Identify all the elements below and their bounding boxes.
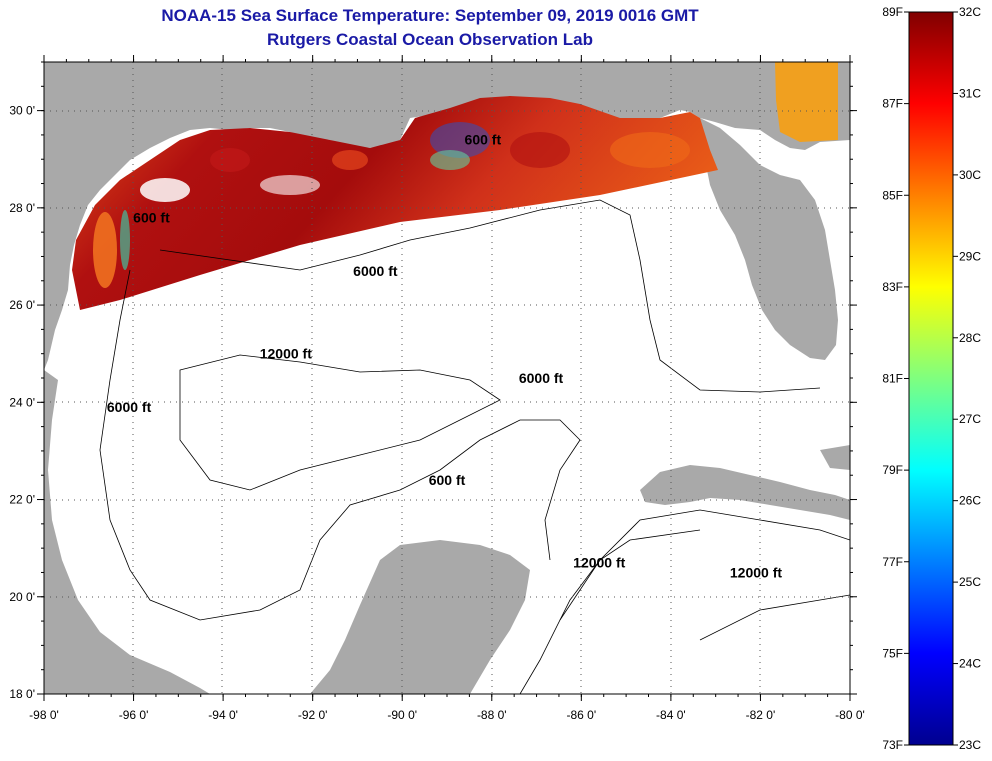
colorbar-c-label: 32C xyxy=(959,5,981,19)
colorbar-f-label: 77F xyxy=(882,555,903,569)
bathymetry-contours xyxy=(99,199,850,694)
lat-tick-label: 28 0' xyxy=(9,201,35,215)
colorbar-c-label: 25C xyxy=(959,575,981,589)
lon-tick-label: -94 0' xyxy=(208,708,238,722)
colorbar-f-label: 73F xyxy=(882,738,903,752)
colorbar-c-label: 28C xyxy=(959,331,981,345)
map-title: NOAA-15 Sea Surface Temperature: Septemb… xyxy=(161,6,699,25)
lon-tick-label: -88 0' xyxy=(477,708,507,722)
contour-labels: 600 ft 6000 ft 600 ft 12000 ft 6000 ft 6000 f… xyxy=(107,132,782,581)
colorbar-f-label: 85F xyxy=(882,188,903,202)
lat-tick-label: 18 0' xyxy=(9,687,35,701)
colorbar-f-label: 89F xyxy=(882,5,903,19)
sst-texture xyxy=(93,122,690,288)
lon-tick-label: -98 0' xyxy=(29,708,59,722)
lat-tick-label: 30 0' xyxy=(9,104,35,118)
lon-tick-label: -96 0' xyxy=(119,708,149,722)
contour-label: 600 ft xyxy=(133,209,170,225)
lon-tick-label: -82 0' xyxy=(746,708,776,722)
map-subtitle: Rutgers Coastal Ocean Observation Lab xyxy=(267,30,593,49)
colorbar-celsius-labels: 32C 31C 30C 29C 28C 27C 26C 25C 24C 23C xyxy=(953,5,981,752)
colorbar-c-label: 29C xyxy=(959,249,981,263)
contour-label: 12000 ft xyxy=(573,555,625,571)
land-yucatan xyxy=(310,540,530,694)
colorbar-f-label: 79F xyxy=(882,463,903,477)
land-us-gulf-coast xyxy=(44,62,850,370)
colorbar-fahrenheit-labels: 89F 87F 85F 83F 81F 79F 77F 75F 73F xyxy=(882,5,909,752)
contour-label: 600 ft xyxy=(465,132,502,148)
colorbar-c-label: 30C xyxy=(959,168,981,182)
colorbar-f-label: 81F xyxy=(882,372,903,386)
lon-tick-label: -84 0' xyxy=(656,708,686,722)
colorbar-f-label: 83F xyxy=(882,280,903,294)
contour-label: 6000 ft xyxy=(353,263,398,279)
colorbar-c-label: 26C xyxy=(959,494,981,508)
land-hispaniola-tip xyxy=(820,445,850,470)
lat-tick-label: 20 0' xyxy=(9,590,35,604)
contour-label: 12000 ft xyxy=(260,346,312,362)
lat-tick-label: 24 0' xyxy=(9,395,35,409)
colorbar-f-label: 75F xyxy=(882,646,903,660)
contour-label: 6000 ft xyxy=(107,399,152,415)
lat-tick-label: 26 0' xyxy=(9,298,35,312)
lon-tick-label: -86 0' xyxy=(567,708,597,722)
graticule xyxy=(44,62,850,694)
colorbar-c-label: 27C xyxy=(959,412,981,426)
land-florida xyxy=(700,118,838,360)
colorbar-c-label: 31C xyxy=(959,86,981,100)
colorbar-f-label: 87F xyxy=(882,97,903,111)
colorbar-c-label: 23C xyxy=(959,738,981,752)
lon-tick-label: -80 0' xyxy=(835,708,865,722)
colorbar-c-label: 24C xyxy=(959,657,981,671)
land-cuba xyxy=(640,465,850,520)
longitude-ticks: -98 0' -96 0' -94 0' -92 0' -90 0' -88 0' -86 … xyxy=(29,55,865,722)
contour-label: 6000 ft xyxy=(519,370,564,386)
lon-tick-label: -92 0' xyxy=(298,708,328,722)
contour-label: 600 ft xyxy=(429,472,466,488)
lon-tick-label: -90 0' xyxy=(387,708,417,722)
latitude-ticks: 30 0' 28 0' 26 0' 24 0' 22 0' 20 0' 18 0' xyxy=(9,61,857,701)
contour-label: 12000 ft xyxy=(730,564,782,580)
lat-tick-label: 22 0' xyxy=(9,493,35,507)
land-mexico-west xyxy=(44,370,210,694)
colorbar xyxy=(908,11,954,746)
sst-swath-florida xyxy=(775,62,838,142)
